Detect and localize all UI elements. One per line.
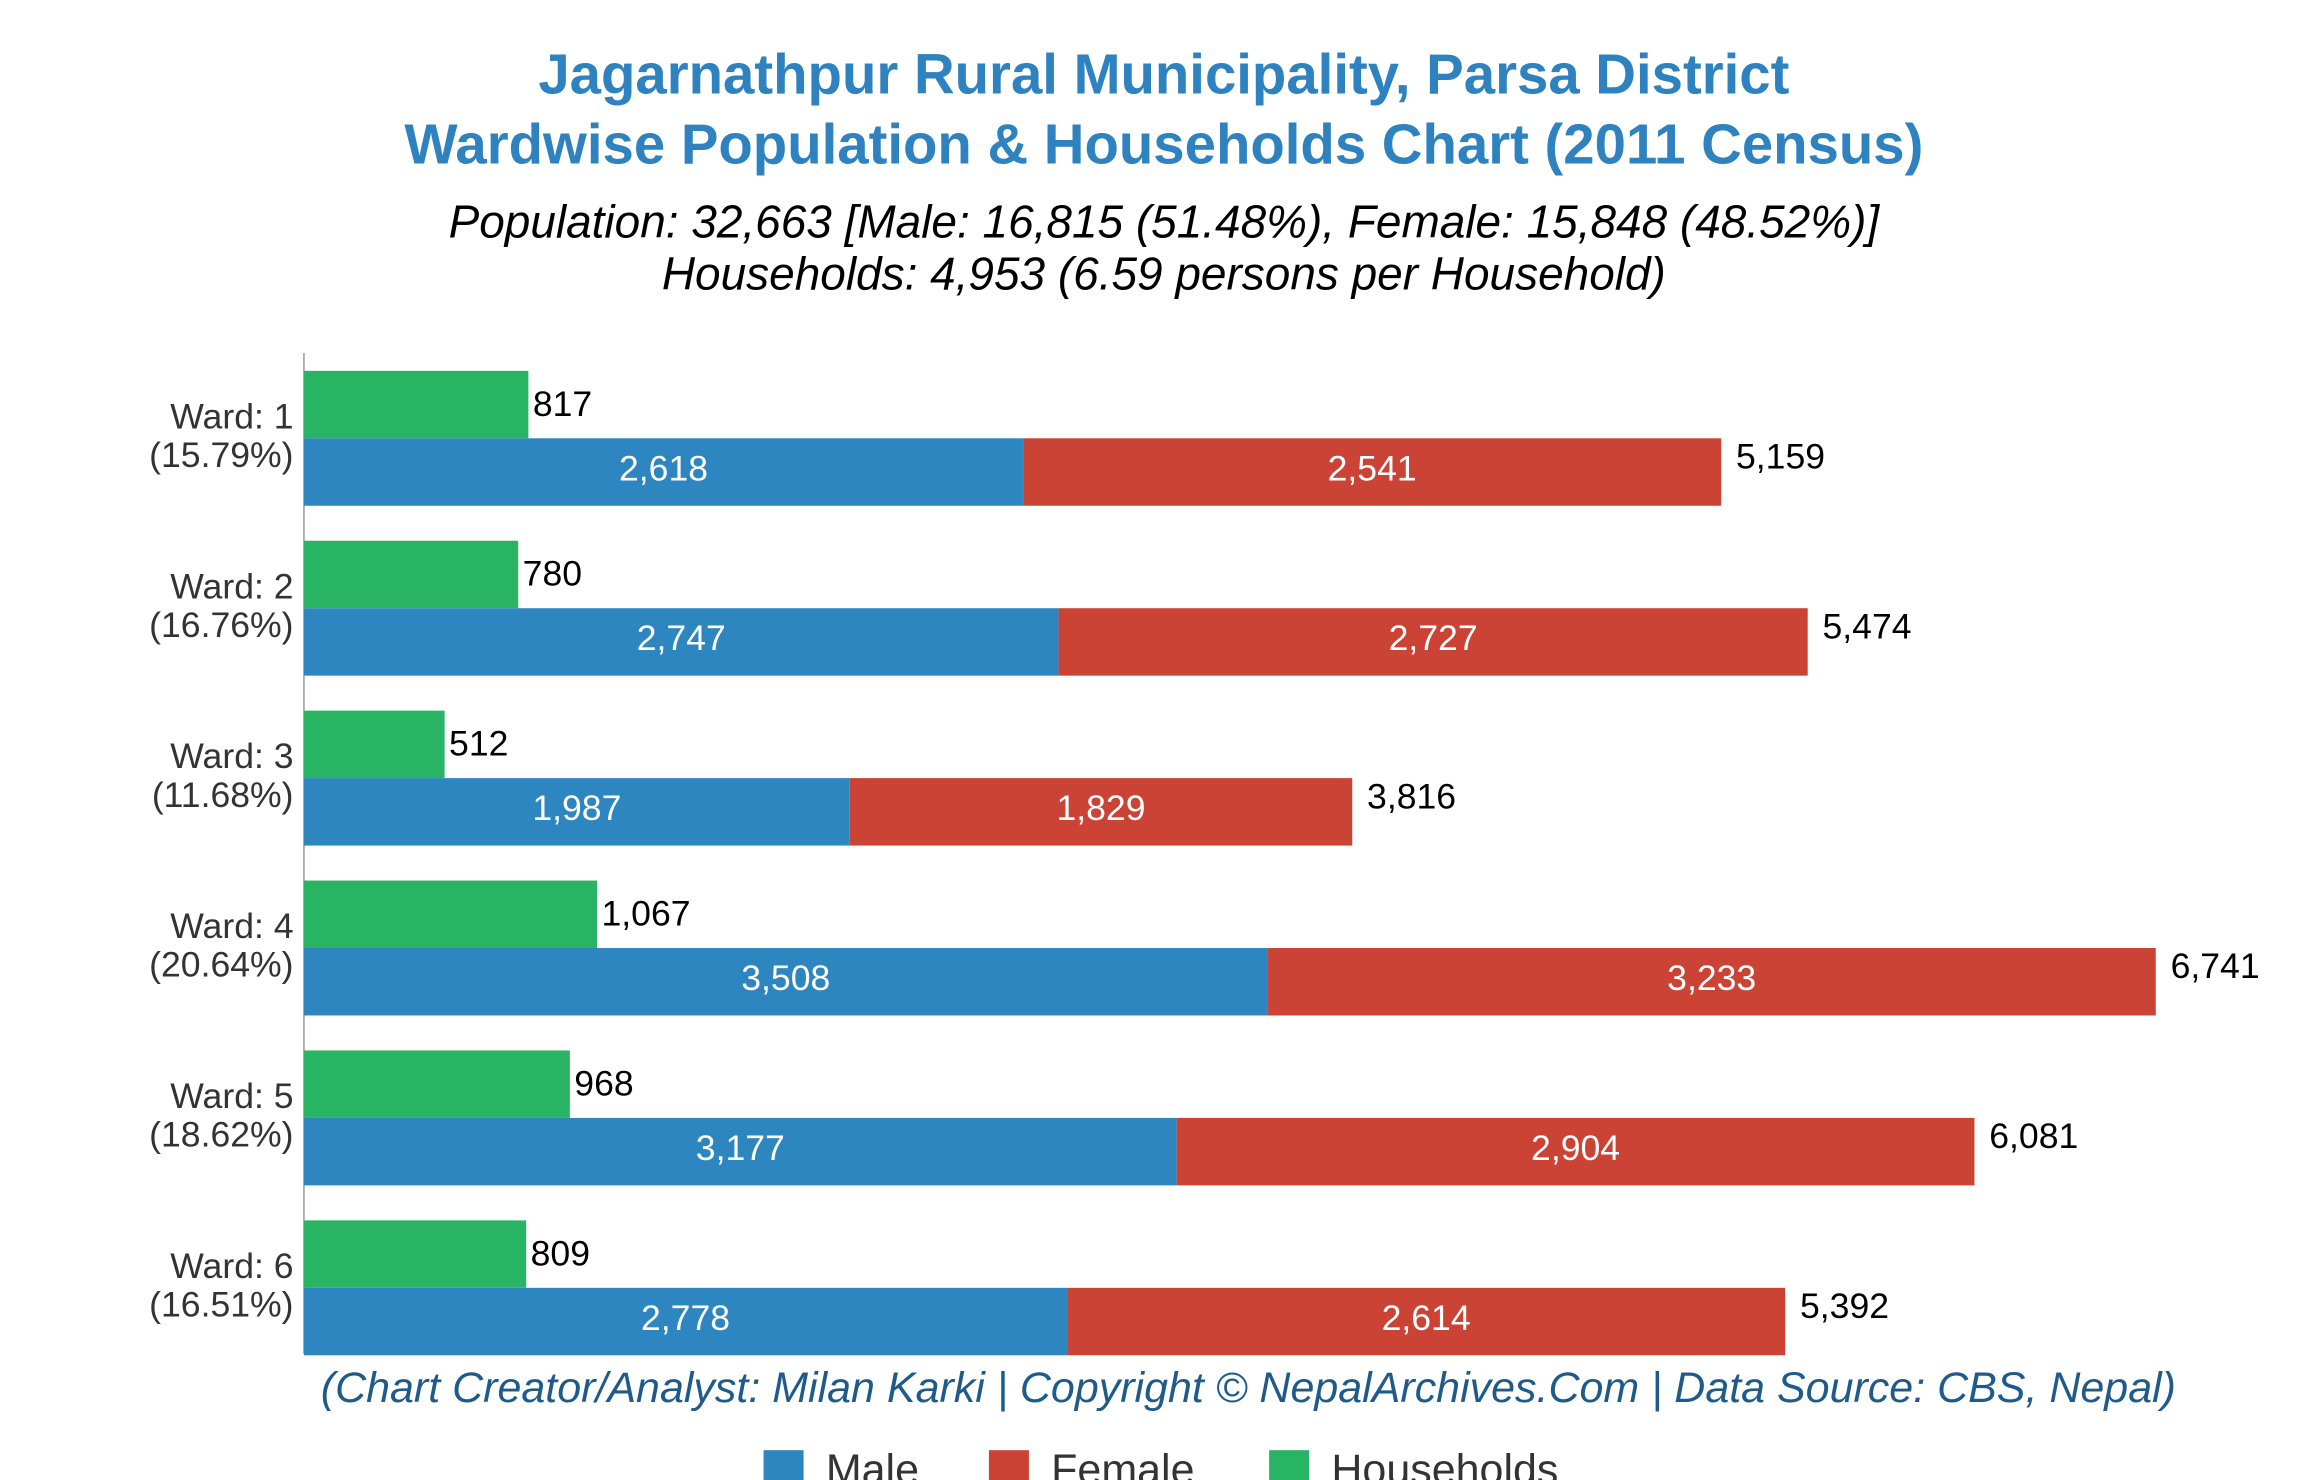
bar-segment <box>849 778 1353 846</box>
bar-segment <box>1023 438 1722 506</box>
data-label: 2,747 <box>637 618 726 658</box>
bar-segment <box>303 710 445 779</box>
bar-segment <box>303 948 1268 1016</box>
total-label: 5,159 <box>1736 436 1825 476</box>
legend-swatch <box>763 1450 804 1480</box>
bar-segment <box>1176 1117 1975 1186</box>
data-label: 1,987 <box>532 788 621 828</box>
bar-segment <box>303 880 598 949</box>
bar-segment <box>303 608 1059 676</box>
data-label: 780 <box>523 554 582 594</box>
data-label: 968 <box>574 1063 633 1103</box>
category-share: (18.62%) <box>149 1115 293 1155</box>
category-share: (16.76%) <box>149 605 293 645</box>
data-label: 3,508 <box>741 958 830 998</box>
bar-segment <box>303 1287 1068 1356</box>
chart-title: Wardwise Population & Households Chart (… <box>404 112 1923 175</box>
legend-swatch <box>988 1450 1029 1480</box>
bar-segment <box>1267 948 2156 1016</box>
data-label: 2,614 <box>1382 1298 1471 1338</box>
category-label: Ward: 1 <box>170 396 293 436</box>
category-share: (11.68%) <box>152 775 294 815</box>
category-label: Ward: 6 <box>170 1246 293 1286</box>
category-label: Ward: 4 <box>170 906 293 946</box>
data-label: 809 <box>531 1233 590 1273</box>
legend-label: Male <box>826 1446 919 1480</box>
category-share: (20.64%) <box>149 945 293 985</box>
category-label: Ward: 5 <box>170 1076 293 1116</box>
total-label: 3,816 <box>1367 776 1456 816</box>
bar-segment <box>303 540 519 609</box>
bar-segment <box>303 370 529 439</box>
legend-label: Households <box>1331 1446 1558 1480</box>
data-label: 1,067 <box>602 894 691 934</box>
legend-swatch <box>1269 1450 1310 1480</box>
data-label: 1,829 <box>1056 788 1145 828</box>
bar-segment <box>303 1220 527 1288</box>
bar-segment <box>303 438 1024 506</box>
data-label: 2,541 <box>1328 448 1417 488</box>
total-label: 5,392 <box>1800 1286 1889 1326</box>
source-note: (Chart Creator/Analyst: Milan Karki | Co… <box>321 1364 2176 1412</box>
data-label: 2,618 <box>619 448 708 488</box>
bar-segment <box>1067 1287 1786 1356</box>
category-label: Ward: 3 <box>170 736 293 776</box>
data-label: 512 <box>449 724 508 764</box>
total-label: 6,741 <box>2171 946 2260 986</box>
data-label: 2,727 <box>1389 618 1478 658</box>
data-label: 2,778 <box>641 1298 730 1338</box>
legend-label: Female <box>1051 1446 1194 1480</box>
data-label: 817 <box>533 384 592 424</box>
total-label: 6,081 <box>1989 1116 2078 1156</box>
total-label: 5,474 <box>1823 606 1912 646</box>
bar-segment <box>303 1050 570 1118</box>
bar-segment <box>303 778 850 846</box>
chart-title: Jagarnathpur Rural Municipality, Parsa D… <box>538 43 1789 106</box>
bar-segment <box>1058 608 1808 676</box>
chart-subtitle: Households: 4,953 (6.59 persons per Hous… <box>662 248 1666 300</box>
category-share: (15.79%) <box>149 435 293 475</box>
data-label: 3,233 <box>1667 958 1756 998</box>
chart-subtitle: Population: 32,663 [Male: 16,815 (51.48%… <box>449 196 1881 248</box>
category-label: Ward: 2 <box>170 566 293 606</box>
data-label: 2,904 <box>1531 1128 1620 1168</box>
category-share: (16.51%) <box>149 1285 293 1325</box>
data-label: 3,177 <box>696 1128 785 1168</box>
bar-segment <box>303 1117 1177 1186</box>
